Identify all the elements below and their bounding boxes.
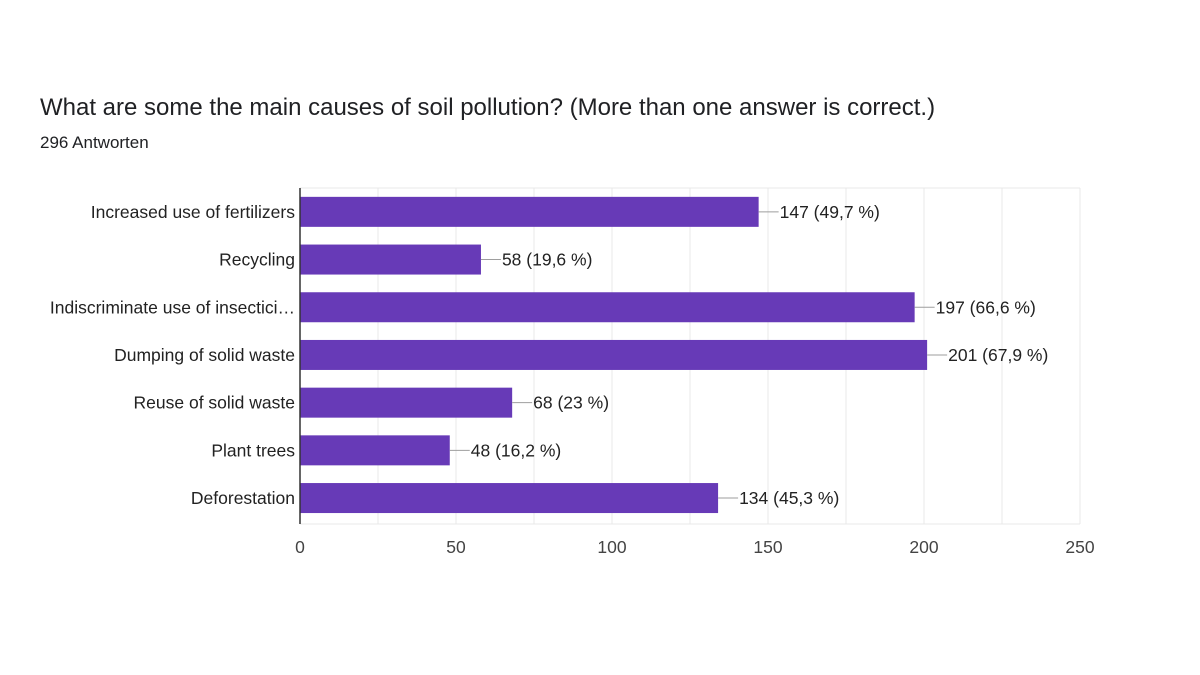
category-label: Indiscriminate use of insectici… — [50, 297, 295, 317]
category-label: Deforestation — [191, 488, 295, 508]
data-label: 201 (67,9 %) — [948, 345, 1048, 365]
x-tick-label: 0 — [295, 537, 305, 557]
category-label: Dumping of solid waste — [114, 345, 295, 365]
bar — [300, 244, 481, 275]
data-label: 58 (19,6 %) — [502, 250, 592, 270]
bar — [300, 435, 450, 466]
data-label: 197 (66,6 %) — [936, 297, 1036, 317]
bar — [300, 339, 928, 370]
bar — [300, 292, 915, 323]
labels: 147 (49,7 %) Increased use of fertilizers… — [50, 202, 1095, 557]
data-label: 134 (45,3 %) — [739, 488, 839, 508]
x-tick-label: 250 — [1065, 537, 1094, 557]
data-label: 48 (16,2 %) — [471, 440, 561, 460]
bar — [300, 387, 513, 418]
bar — [300, 483, 719, 514]
x-tick-label: 100 — [597, 537, 626, 557]
category-label: Reuse of solid waste — [134, 393, 295, 413]
response-count: 296 Antworten — [40, 133, 149, 152]
category-label: Plant trees — [211, 440, 295, 460]
data-label: 68 (23 %) — [533, 393, 609, 413]
data-label: 147 (49,7 %) — [780, 202, 880, 222]
chart-title: What are some the main causes of soil po… — [40, 94, 936, 121]
x-tick-label: 50 — [446, 537, 466, 557]
category-label: Increased use of fertilizers — [91, 202, 296, 222]
bars — [300, 196, 948, 514]
x-tick-label: 200 — [909, 537, 938, 557]
category-label: Recycling — [219, 250, 295, 270]
x-tick-label: 150 — [753, 537, 782, 557]
bar — [300, 196, 759, 227]
